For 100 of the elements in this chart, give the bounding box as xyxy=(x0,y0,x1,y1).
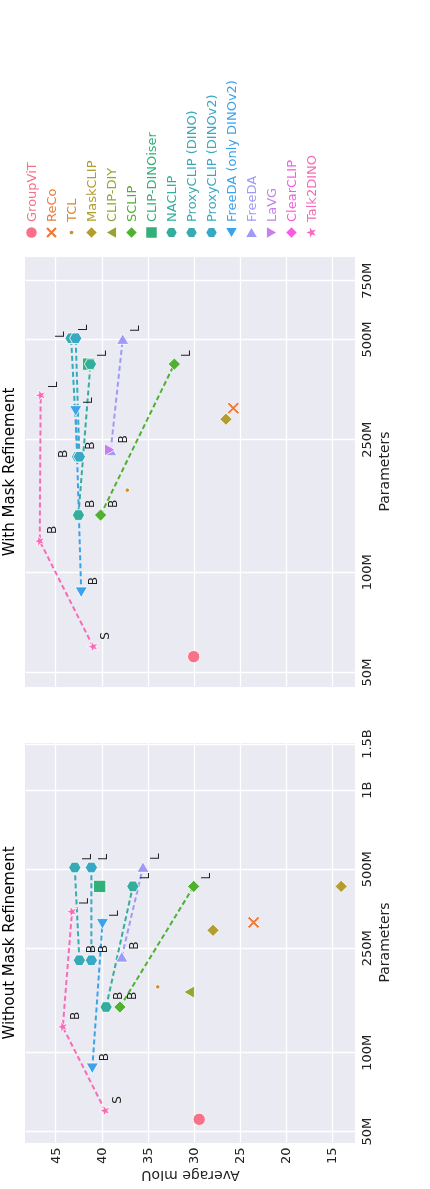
y-axis-title: Parameters xyxy=(375,431,392,512)
annotation: S xyxy=(98,632,113,640)
y-tick-label: 1.5B xyxy=(358,729,374,759)
y-tick-label: 500M xyxy=(358,321,374,358)
text: GroupViT xyxy=(23,162,39,222)
text: ProxyCLIP (DINOv2) xyxy=(203,94,219,222)
x-tick-label: 25 xyxy=(232,1147,248,1165)
annotation: L xyxy=(127,325,142,333)
annotation: B xyxy=(67,1011,82,1020)
annotation: B xyxy=(44,525,59,535)
x-tick-label: 20 xyxy=(278,1147,294,1165)
point xyxy=(34,389,47,402)
text: TCL xyxy=(63,197,79,223)
point xyxy=(334,879,348,893)
point xyxy=(84,954,98,966)
annotation: B xyxy=(126,941,141,950)
annotation: B xyxy=(115,435,130,444)
point xyxy=(155,984,161,990)
text: LaVG xyxy=(263,187,279,222)
annotation: L xyxy=(179,350,194,358)
y-tick-label: 50M xyxy=(358,1117,374,1146)
y-tick-label: 100M xyxy=(358,1034,374,1071)
point xyxy=(247,915,261,929)
annotation: B xyxy=(86,577,101,586)
point xyxy=(219,412,233,426)
annotation: L xyxy=(45,381,60,389)
annotation: L xyxy=(198,872,213,880)
point xyxy=(116,333,130,345)
point xyxy=(84,861,98,874)
y-tick-label: 50M xyxy=(358,658,374,687)
y-tick-label: 500M xyxy=(358,851,374,888)
point xyxy=(124,487,130,493)
annotation: B xyxy=(105,499,120,509)
text: Talk2DINO xyxy=(303,155,319,223)
point xyxy=(187,650,201,664)
point xyxy=(94,508,108,522)
point xyxy=(115,951,129,963)
y-tick-label: 750M xyxy=(358,262,374,299)
text: FreeDA (only DINOv2) xyxy=(223,80,239,222)
annotation: L xyxy=(76,324,91,332)
text: CLIP-DINOiser xyxy=(143,131,159,222)
text: NACLIP xyxy=(163,175,179,222)
text: FreeDA xyxy=(243,175,259,222)
point xyxy=(72,954,86,966)
y-tick-label: 250M xyxy=(358,421,374,458)
x-tick-label: 40 xyxy=(94,1147,110,1165)
point xyxy=(65,905,78,918)
point xyxy=(98,1104,111,1117)
point xyxy=(74,586,88,598)
annotation: B xyxy=(56,449,71,458)
point xyxy=(95,918,109,930)
point xyxy=(183,985,195,999)
point xyxy=(206,923,220,937)
point xyxy=(85,1062,99,1075)
annotation: L xyxy=(107,909,122,917)
point xyxy=(187,879,201,893)
x-tick-label: 35 xyxy=(140,1147,156,1165)
point xyxy=(113,1000,127,1014)
annotation: L xyxy=(52,330,67,338)
point xyxy=(33,534,46,548)
x-axis-title: Average mIoU xyxy=(141,1168,240,1185)
annotation: B xyxy=(84,945,99,954)
point xyxy=(93,879,107,893)
y-tick-label: 1B xyxy=(358,781,374,799)
x-tick-label: 15 xyxy=(324,1147,340,1165)
point xyxy=(226,401,240,415)
text: With Mask Refinement xyxy=(0,387,18,557)
point xyxy=(167,357,181,371)
annotation: L xyxy=(137,872,152,880)
annotation: L xyxy=(96,853,111,861)
point xyxy=(126,880,140,893)
text: SCLIP xyxy=(123,185,139,222)
annotation: S xyxy=(110,1096,125,1104)
annotation: L xyxy=(79,853,94,861)
text: Without Mask Refinement xyxy=(0,846,18,1040)
annotation: L xyxy=(147,853,162,861)
point xyxy=(192,1112,206,1126)
text: ReCo xyxy=(43,188,59,222)
text: ProxyCLIP (DINO) xyxy=(183,110,199,222)
annotation: B xyxy=(97,1053,112,1062)
point xyxy=(69,405,83,417)
point xyxy=(86,640,99,653)
annotation: L xyxy=(77,897,92,905)
annotation: B xyxy=(111,991,126,1001)
legend-label: CLIP-DIY xyxy=(103,167,119,222)
point xyxy=(68,861,82,874)
x-tick-label: 30 xyxy=(186,1147,202,1165)
text: MaskCLIP xyxy=(83,160,99,222)
annotation: B xyxy=(83,499,98,509)
point xyxy=(136,861,150,873)
annotation: B xyxy=(124,991,139,1001)
point xyxy=(69,332,83,344)
legend-label: ClearCLIP xyxy=(283,159,299,222)
point xyxy=(71,509,85,521)
y-tick-label: 100M xyxy=(358,554,374,591)
x-tick-label: 45 xyxy=(47,1147,63,1165)
y-axis-title: Parameters xyxy=(375,902,392,983)
annotation: L xyxy=(80,396,95,404)
y-tick-label: 250M xyxy=(358,930,374,967)
point xyxy=(99,1001,113,1013)
